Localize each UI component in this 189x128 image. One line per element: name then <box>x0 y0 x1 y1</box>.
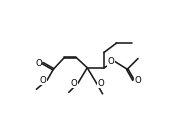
Text: O: O <box>97 79 104 88</box>
Text: O: O <box>70 79 77 88</box>
Text: O: O <box>40 76 46 84</box>
Text: O: O <box>35 59 42 68</box>
Text: O: O <box>134 76 141 84</box>
Text: O: O <box>107 57 114 66</box>
